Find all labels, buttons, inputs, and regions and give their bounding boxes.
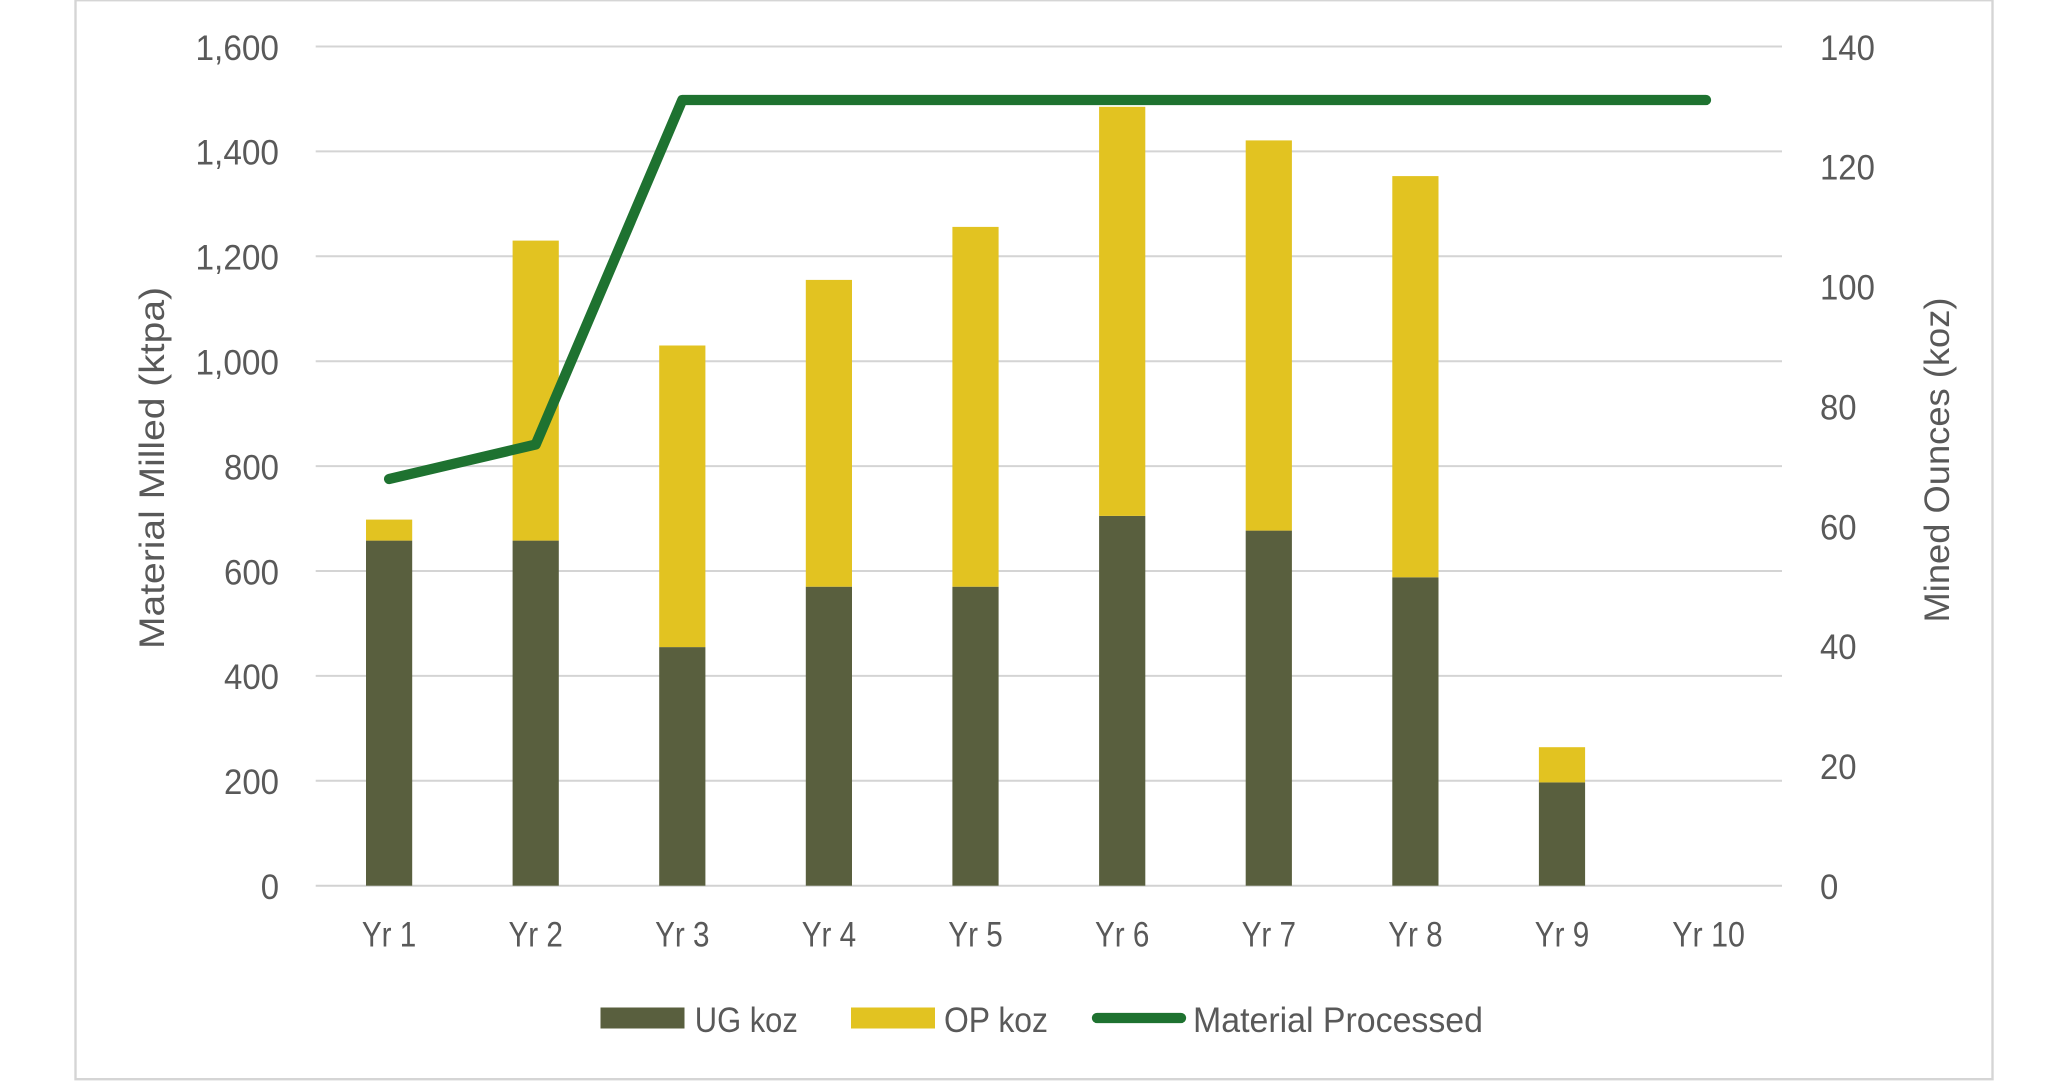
svg-text:0: 0 (1820, 868, 1838, 907)
svg-text:Yr 4: Yr 4 (802, 916, 856, 955)
svg-text:1,400: 1,400 (196, 134, 280, 173)
svg-text:140: 140 (1820, 29, 1875, 68)
svg-text:20: 20 (1820, 748, 1857, 787)
svg-text:100: 100 (1820, 269, 1875, 308)
svg-text:Material Milled (ktpa): Material Milled (ktpa) (133, 287, 172, 649)
svg-text:80: 80 (1820, 389, 1857, 428)
svg-text:0: 0 (261, 868, 279, 907)
svg-text:Material Processed: Material Processed (1193, 1001, 1483, 1040)
svg-text:Yr 6: Yr 6 (1095, 916, 1149, 955)
svg-text:Yr 9: Yr 9 (1535, 916, 1589, 955)
svg-text:Yr 3: Yr 3 (655, 916, 709, 955)
svg-text:400: 400 (224, 658, 279, 697)
svg-text:1,600: 1,600 (196, 29, 280, 68)
svg-text:120: 120 (1820, 149, 1875, 188)
svg-text:Yr 8: Yr 8 (1388, 916, 1442, 955)
svg-text:Yr 2: Yr 2 (509, 916, 563, 955)
svg-text:60: 60 (1820, 508, 1857, 547)
svg-text:Yr 10: Yr 10 (1672, 916, 1745, 955)
svg-text:UG koz: UG koz (695, 1001, 798, 1040)
svg-text:1,000: 1,000 (196, 344, 280, 383)
svg-text:Yr 5: Yr 5 (948, 916, 1002, 955)
svg-text:Yr 1: Yr 1 (362, 916, 416, 955)
svg-text:Mined Ounces (koz): Mined Ounces (koz) (1918, 298, 1957, 623)
svg-text:200: 200 (224, 763, 279, 802)
svg-text:800: 800 (224, 448, 279, 487)
svg-text:1,200: 1,200 (196, 239, 280, 278)
svg-text:600: 600 (224, 553, 279, 592)
svg-text:40: 40 (1820, 628, 1857, 667)
svg-text:OP koz: OP koz (944, 1001, 1048, 1040)
svg-text:Yr 7: Yr 7 (1242, 916, 1296, 955)
